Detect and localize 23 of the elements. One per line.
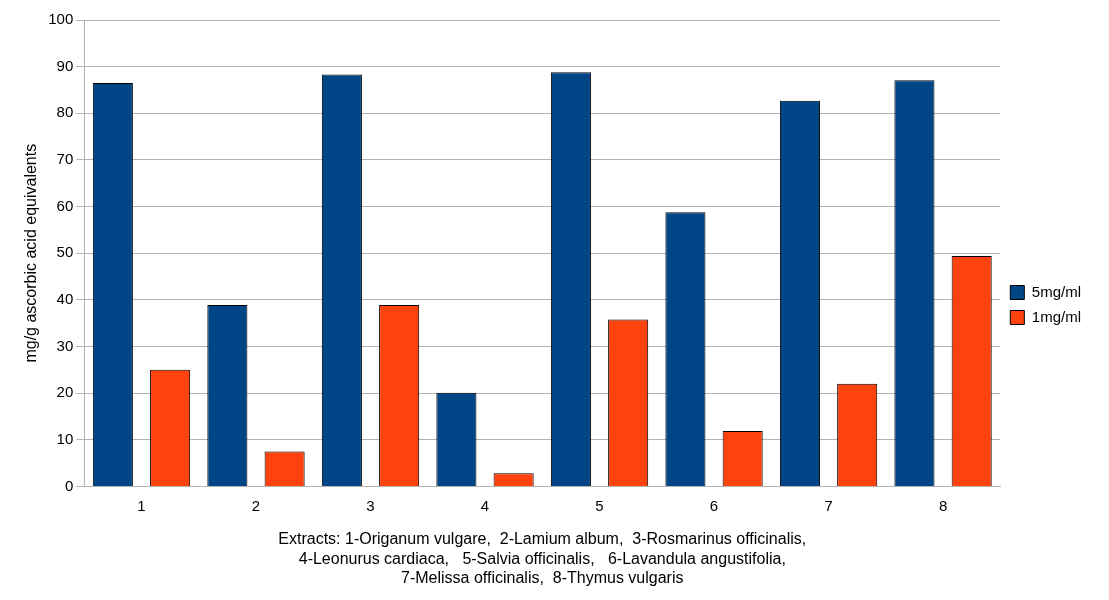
- y-tick-label: 100: [48, 10, 74, 28]
- x-axis-title: Extracts: 1-Origanum vulgare, 2-Lamium album, 3-Rosmarinus officinalis, 4-Leonurus cardiaca, 5-Salvia officinalis, 6-Lavandula angustifolia, 7-Melissa officinalis, 8-Thymus vulgaris: [278, 530, 807, 586]
- legend-label: 1mg/ml: [1031, 307, 1082, 325]
- x-tick-label: 1: [137, 496, 146, 514]
- y-tick-label: 50: [56, 243, 74, 261]
- y-tick-label: 80: [56, 103, 74, 121]
- y-tick-label: 90: [56, 56, 74, 74]
- y-tick-label: 40: [56, 289, 74, 307]
- x-tick-label: 4: [480, 496, 490, 514]
- y-tick-label: 20: [56, 383, 74, 401]
- x-tick-label: 2: [251, 496, 261, 514]
- y-tick-label: 10: [56, 429, 74, 447]
- y-axis-title: mg/g ascorbic acid equivalents: [22, 143, 40, 363]
- x-tick-label: 5: [595, 496, 604, 514]
- y-tick-label: 30: [56, 336, 74, 354]
- x-tick-label: 8: [938, 496, 948, 514]
- x-tick-label: 3: [366, 496, 375, 514]
- y-tick-label: 70: [56, 150, 74, 168]
- legend-label: 5mg/ml: [1031, 282, 1082, 300]
- y-tick-label: 0: [64, 476, 74, 494]
- x-tick-label: 7: [824, 496, 833, 514]
- y-tick-label: 60: [56, 196, 74, 214]
- x-tick-label: 6: [709, 496, 719, 514]
